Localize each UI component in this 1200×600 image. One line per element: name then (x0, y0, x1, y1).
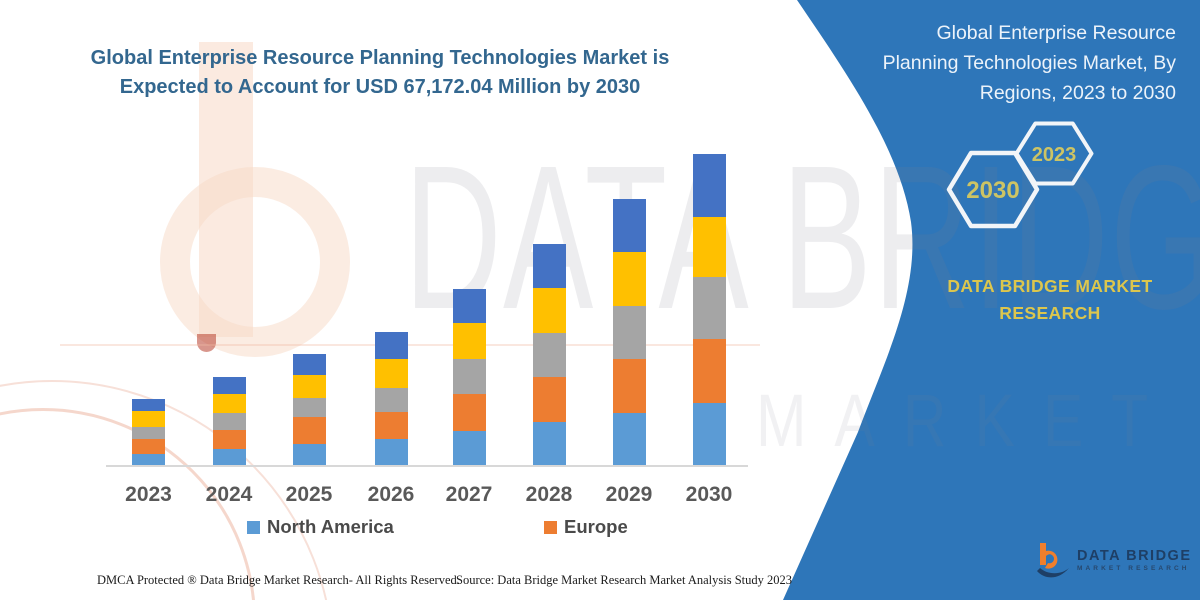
bar-segment-unlabeled-darkblue (532, 243, 566, 288)
bar-segment-North America (452, 430, 486, 466)
bar-segment-unlabeled-darkblue (212, 376, 246, 394)
bar-segment-unlabeled-yellow (292, 374, 326, 398)
stacked-bar-2029 (612, 198, 646, 466)
bar-segment-unlabeled-darkblue (292, 353, 326, 375)
bar-segment-Europe (452, 393, 486, 431)
bar-segment-Europe (132, 438, 165, 454)
bar-segment-unlabeled-yellow (532, 287, 566, 333)
x-axis-label-2025: 2025 (285, 483, 333, 506)
bar-segment-unlabeled-darkblue (692, 153, 726, 217)
panel-title-line2: Planning Technologies Market, By (882, 52, 1176, 74)
bar-segment-unlabeled-yellow (452, 322, 486, 359)
bar-segment-unlabeled-gray (292, 397, 326, 417)
x-axis-label-2028: 2028 (525, 483, 573, 506)
bar-segment-Europe (612, 358, 646, 413)
bar-segment-unlabeled-yellow (692, 216, 726, 277)
bar-segment-Europe (532, 376, 566, 422)
bar-segment-Europe (212, 429, 246, 449)
hexagon-badges: 2030 2023 (946, 121, 1094, 229)
bar-segment-unlabeled-darkblue (132, 398, 165, 411)
chart-title-line2: Expected to Account for USD 67,172.04 Mi… (119, 76, 641, 98)
bar-segment-unlabeled-gray (374, 387, 408, 412)
bar-segment-North America (532, 421, 566, 466)
legend-swatch (544, 520, 557, 534)
panel-brand-line1: DATA BRIDGE MARKET (947, 276, 1153, 296)
bar-segment-unlabeled-gray (452, 358, 486, 394)
stacked-bar-2025 (292, 353, 326, 466)
bar-segment-unlabeled-gray (612, 305, 646, 359)
legend-swatch (247, 520, 260, 534)
panel-brand-text: DATA BRIDGE MARKET RESEARCH (895, 273, 1200, 327)
logo-sub-text: MARKET RESEARCH (1077, 565, 1190, 572)
bar-segment-unlabeled-gray (132, 426, 165, 439)
bar-segment-unlabeled-yellow (212, 393, 246, 413)
bar-segment-unlabeled-yellow (374, 358, 408, 388)
panel-title-line1: Global Enterprise Resource (936, 22, 1176, 44)
databridge-logo: DATA BRIDGE MARKET RESEARCH (1036, 541, 1192, 581)
hexagon-2023: 2023 (1014, 121, 1094, 186)
legend-item-europe: Europe (544, 516, 628, 538)
bar-segment-unlabeled-gray (212, 412, 246, 430)
chart-title-line1: Global Enterprise Resource Planning Tech… (90, 47, 670, 69)
panel-title: Global Enterprise Resource Planning Tech… (796, 18, 1176, 108)
bar-segment-unlabeled-darkblue (452, 288, 486, 323)
bar-segment-unlabeled-darkblue (612, 198, 646, 252)
bar-segment-unlabeled-gray (532, 332, 566, 377)
legend-item-north-america: North America (247, 516, 394, 538)
stacked-bar-2028 (532, 243, 566, 466)
bar-segment-North America (374, 438, 408, 466)
bar-segment-North America (212, 448, 246, 466)
footer-source-text: Source: Data Bridge Market Research Mark… (456, 573, 793, 587)
x-axis-label-2024: 2024 (205, 483, 253, 506)
hexagon-2023-label: 2023 (1032, 144, 1077, 166)
x-axis-label-2029: 2029 (605, 483, 653, 506)
databridge-logo-icon (1037, 543, 1069, 578)
panel-title-line3: Regions, 2023 to 2030 (979, 82, 1176, 104)
x-axis-label-2026: 2026 (367, 483, 415, 506)
panel-brand-line2: RESEARCH (999, 303, 1101, 323)
legend-label: North America (267, 516, 394, 537)
stacked-bar-2026 (374, 331, 408, 466)
bar-segment-North America (292, 443, 326, 466)
x-axis-line (106, 465, 748, 467)
stacked-bar-2027 (452, 288, 486, 466)
bar-segment-North America (692, 402, 726, 466)
hexagon-2030-label: 2030 (966, 177, 1019, 204)
bar-segment-unlabeled-yellow (612, 251, 646, 306)
stacked-bar-2024 (212, 376, 246, 466)
chart-title: Global Enterprise Resource Planning Tech… (80, 44, 680, 102)
bar-segment-Europe (374, 411, 408, 439)
stacked-bar-2023 (132, 398, 165, 466)
x-axis-label-2027: 2027 (445, 483, 493, 506)
bar-segment-unlabeled-gray (692, 276, 726, 339)
bar-segment-North America (132, 453, 165, 466)
x-axis-label-2023: 2023 (125, 483, 172, 506)
hexagon-2030: 2030 (946, 150, 1040, 229)
bar-segment-Europe (692, 338, 726, 403)
stacked-bar-2030 (692, 153, 726, 466)
bar-segment-unlabeled-darkblue (374, 331, 408, 359)
x-axis-label-2030: 2030 (685, 483, 733, 506)
bar-segment-Europe (292, 416, 326, 444)
bar-segment-unlabeled-yellow (132, 410, 165, 427)
footer-dmca-text: DMCA Protected ® Data Bridge Market Rese… (97, 573, 460, 587)
bar-segment-North America (612, 412, 646, 466)
logo-name-text: DATA BRIDGE (1077, 548, 1192, 564)
legend-label: Europe (564, 516, 628, 537)
